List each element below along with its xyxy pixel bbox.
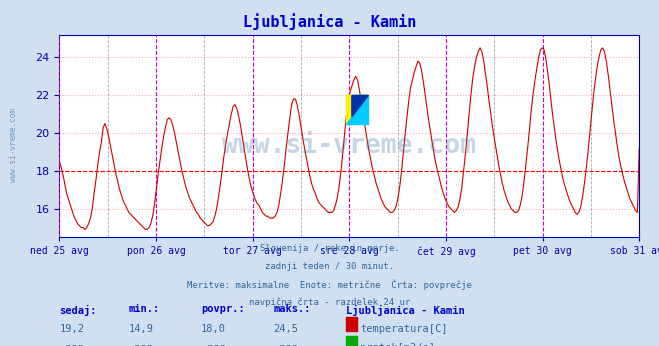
Text: -nan: -nan xyxy=(59,343,84,346)
Polygon shape xyxy=(347,95,368,124)
Text: sedaj:: sedaj: xyxy=(59,304,97,316)
Text: Ljubljanica - Kamin: Ljubljanica - Kamin xyxy=(346,304,465,316)
Text: maks.:: maks.: xyxy=(273,304,311,315)
Text: 24,5: 24,5 xyxy=(273,324,299,334)
Text: -nan: -nan xyxy=(129,343,154,346)
Text: -nan: -nan xyxy=(273,343,299,346)
Text: temperatura[C]: temperatura[C] xyxy=(360,324,448,334)
Polygon shape xyxy=(352,95,368,117)
Text: Ljubljanica - Kamin: Ljubljanica - Kamin xyxy=(243,13,416,30)
Text: povpr.:: povpr.: xyxy=(201,304,244,315)
Text: 14,9: 14,9 xyxy=(129,324,154,334)
Text: min.:: min.: xyxy=(129,304,159,315)
Text: navpična črta - razdelek 24 ur: navpična črta - razdelek 24 ur xyxy=(249,298,410,307)
Text: -nan: -nan xyxy=(201,343,226,346)
Text: zadnji teden / 30 minut.: zadnji teden / 30 minut. xyxy=(265,262,394,271)
Text: 19,2: 19,2 xyxy=(59,324,84,334)
Text: www.si-vreme.com: www.si-vreme.com xyxy=(222,133,476,159)
Text: pretok[m3/s]: pretok[m3/s] xyxy=(360,343,436,346)
Text: Slovenija / reke in morje.: Slovenija / reke in morje. xyxy=(260,244,399,253)
Polygon shape xyxy=(347,95,368,124)
Text: 18,0: 18,0 xyxy=(201,324,226,334)
Text: Meritve: maksimalne  Enote: metrične  Črta: povprečje: Meritve: maksimalne Enote: metrične Črta… xyxy=(187,280,472,290)
Text: www.si-vreme.com: www.si-vreme.com xyxy=(9,108,18,182)
